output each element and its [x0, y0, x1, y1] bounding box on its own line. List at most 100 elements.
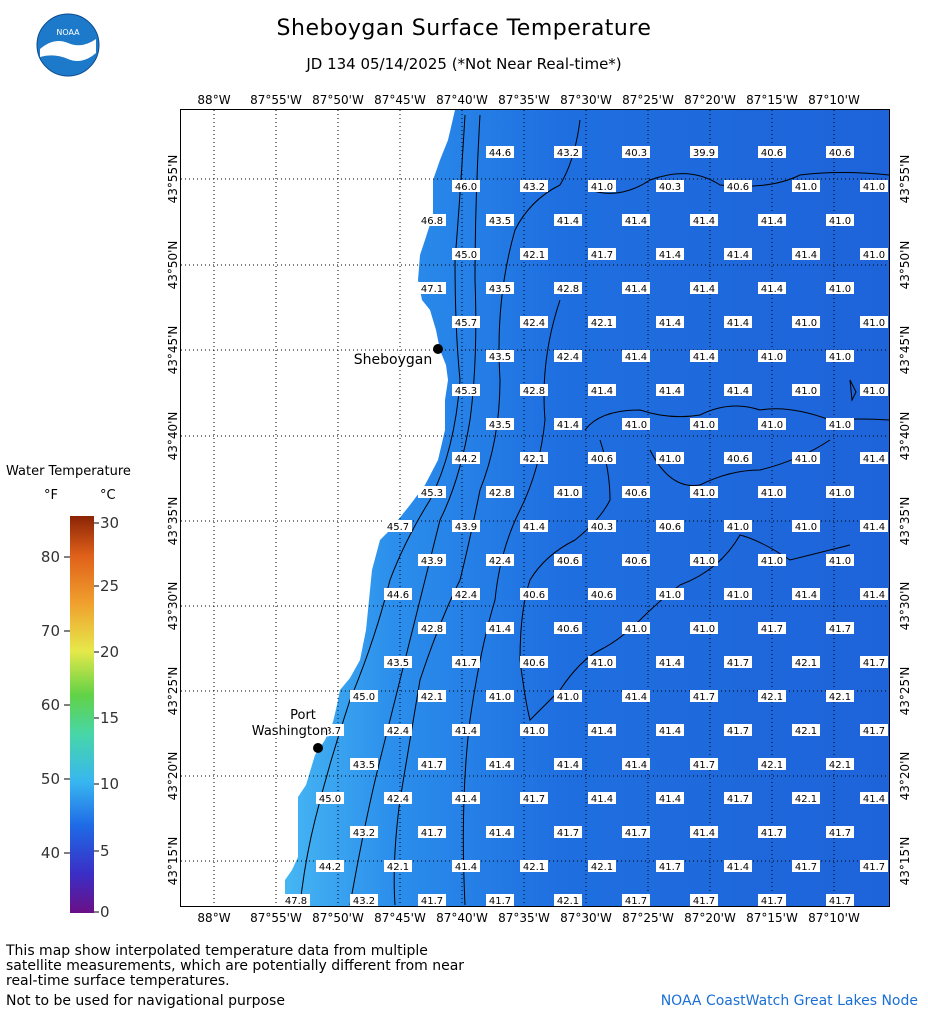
temp-label: 40.6 [724, 180, 752, 193]
temp-label: 43.2 [350, 826, 378, 839]
temp-label: 41.4 [724, 316, 752, 329]
svg-text:42.1: 42.1 [421, 692, 443, 703]
footer-note: This map show interpolated temperature d… [6, 943, 465, 989]
temp-label: 41.4 [656, 384, 684, 397]
lon-label-bottom: 87°20'W [684, 911, 736, 925]
scale-label-c: 5 [100, 842, 110, 860]
svg-text:41.0: 41.0 [795, 522, 817, 533]
lat-label-left: 43°40'N [166, 412, 180, 461]
svg-text:40.6: 40.6 [591, 454, 613, 465]
svg-text:41.4: 41.4 [625, 692, 647, 703]
temp-label: 42.1 [588, 316, 616, 329]
svg-text:42.1: 42.1 [387, 862, 409, 873]
svg-text:41.0: 41.0 [761, 420, 783, 431]
temp-label: 41.4 [690, 282, 718, 295]
svg-text:40.6: 40.6 [761, 148, 783, 159]
svg-text:41.4: 41.4 [761, 284, 783, 295]
temp-label: 40.6 [588, 588, 616, 601]
latitude-labels-left: 43°55'N 43°50'N 43°45'N 43°40'N 43°35'N 43°30… [166, 155, 180, 886]
svg-text:41.4: 41.4 [455, 726, 477, 737]
svg-text:40.6: 40.6 [625, 556, 647, 567]
temp-label: 41.7 [622, 894, 650, 907]
svg-text:41.4: 41.4 [489, 624, 511, 635]
svg-text:42.4: 42.4 [557, 352, 579, 363]
svg-text:41.4: 41.4 [557, 216, 579, 227]
temp-label: 41.4 [622, 690, 650, 703]
svg-text:42.1: 42.1 [829, 760, 851, 771]
temp-label: 47.1 [418, 282, 446, 295]
temp-label: 42.1 [758, 690, 786, 703]
temp-label: 41.0 [826, 214, 854, 227]
svg-text:42.1: 42.1 [523, 250, 545, 261]
temp-label: 41.7 [452, 656, 480, 669]
temp-label: 41.7 [690, 690, 718, 703]
temp-label: 41.4 [622, 214, 650, 227]
temp-label: 41.0 [690, 486, 718, 499]
svg-text:41.4: 41.4 [863, 522, 885, 533]
temp-label: 41.4 [554, 418, 582, 431]
svg-text:41.7: 41.7 [829, 896, 851, 907]
svg-text:41.4: 41.4 [625, 216, 647, 227]
temp-label: 39.9 [690, 146, 718, 159]
temp-label: 41.7 [690, 894, 718, 907]
svg-text:45.7: 45.7 [387, 522, 409, 533]
svg-text:41.0: 41.0 [523, 726, 545, 737]
svg-text:40.6: 40.6 [523, 658, 545, 669]
temp-label: 46.0 [452, 180, 480, 193]
temp-label: 40.6 [588, 452, 616, 465]
lat-label-right: 43°15'N [898, 837, 912, 886]
svg-text:41.4: 41.4 [659, 318, 681, 329]
scale-label-c: 15 [100, 709, 119, 727]
temp-label: 41.0 [758, 554, 786, 567]
svg-text:41.7: 41.7 [421, 828, 443, 839]
temp-label: 41.7 [588, 248, 616, 261]
svg-text:41.0: 41.0 [863, 318, 885, 329]
svg-text:41.0: 41.0 [591, 182, 613, 193]
svg-text:41.7: 41.7 [761, 828, 783, 839]
temp-label: 44.6 [486, 146, 514, 159]
temp-label: 44.2 [316, 860, 344, 873]
temp-label: 41.0 [826, 418, 854, 431]
svg-text:46.8: 46.8 [421, 216, 443, 227]
temp-label: 42.8 [520, 384, 548, 397]
temp-label: 41.7 [826, 622, 854, 635]
temp-label: 42.1 [792, 656, 820, 669]
svg-text:41.0: 41.0 [727, 590, 749, 601]
temp-label: 43.7 [316, 724, 344, 737]
svg-text:41.0: 41.0 [829, 216, 851, 227]
city-marker-sheboygan [433, 344, 443, 354]
svg-text:41.0: 41.0 [829, 556, 851, 567]
svg-text:41.4: 41.4 [727, 250, 749, 261]
lon-label-bottom: 87°45'W [374, 911, 426, 925]
svg-text:40.3: 40.3 [591, 522, 613, 533]
svg-text:41.0: 41.0 [829, 284, 851, 295]
longitude-labels-top: 88°W 87°55'W 87°50'W 87°45'W 87°40'W 87°35'W 8… [197, 93, 860, 107]
map-subtitle: JD 134 05/14/2025 (*Not Near Real-time*) [306, 55, 622, 73]
svg-text:40.6: 40.6 [727, 454, 749, 465]
svg-text:41.7: 41.7 [659, 862, 681, 873]
svg-text:41.7: 41.7 [795, 862, 817, 873]
temp-label: 40.6 [656, 520, 684, 533]
svg-text:40.6: 40.6 [523, 590, 545, 601]
temp-label: 41.4 [690, 826, 718, 839]
logo-text: NOAA [56, 28, 80, 37]
scale-label-c: 25 [100, 577, 119, 595]
svg-text:41.4: 41.4 [591, 726, 613, 737]
svg-text:41.4: 41.4 [795, 590, 817, 601]
temp-label: 40.6 [520, 588, 548, 601]
temp-label: 42.1 [758, 758, 786, 771]
noaa-logo: NOAA [36, 13, 100, 77]
lon-label-top: 87°40'W [436, 93, 488, 107]
svg-text:41.4: 41.4 [625, 352, 647, 363]
svg-text:41.4: 41.4 [659, 386, 681, 397]
temp-label: 41.0 [860, 180, 888, 193]
svg-text:40.6: 40.6 [591, 590, 613, 601]
temp-label: 41.7 [724, 656, 752, 669]
svg-text:41.7: 41.7 [421, 760, 443, 771]
svg-text:41.4: 41.4 [727, 318, 749, 329]
svg-text:41.7: 41.7 [421, 896, 443, 907]
temp-label: 42.1 [588, 860, 616, 873]
temp-label: 41.7 [622, 826, 650, 839]
temp-label: 45.7 [452, 316, 480, 329]
svg-text:41.4: 41.4 [625, 284, 647, 295]
